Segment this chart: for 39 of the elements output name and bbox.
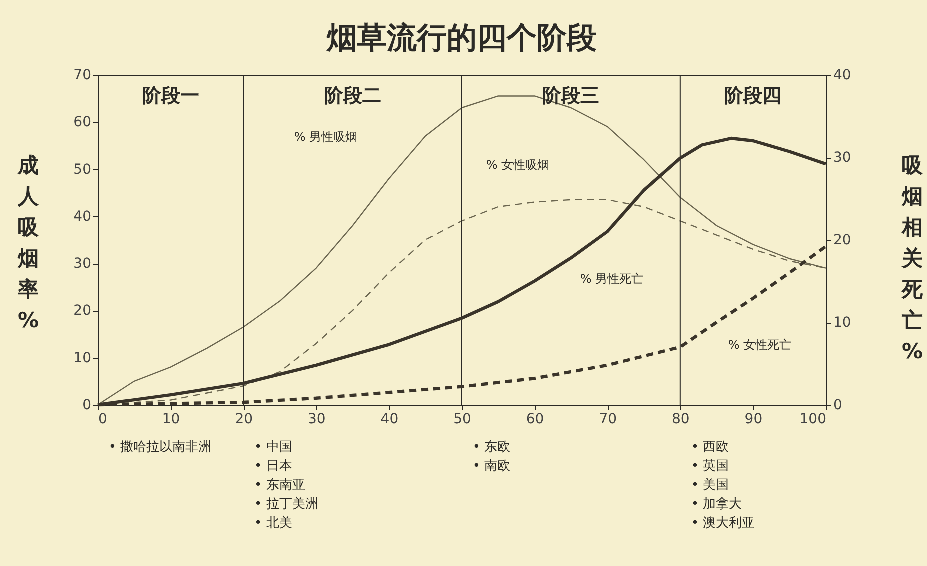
y2-tick-label: 40: [834, 68, 852, 84]
text: • 西欧 • 英国 • 美国 • 加拿大 • 澳大利亚: [691, 440, 756, 531]
x-tick-label: 100: [800, 412, 826, 428]
text: • 中国 • 日本 • 东南亚 • 拉丁美洲 • 北美: [254, 440, 318, 531]
y-tick-label: 40: [74, 208, 92, 225]
annotation: % 女性吸烟: [486, 158, 550, 172]
y-tick-label: 50: [74, 162, 92, 178]
y2-tick-label: 20: [834, 232, 852, 248]
y2-axis-title: 吸烟相关死亡%: [901, 154, 924, 364]
x-tick-label: 0: [98, 412, 108, 428]
annotation: 阶段四: [724, 85, 782, 107]
x-tick-label: 60: [526, 412, 544, 428]
y-tick-label: 30: [74, 256, 92, 272]
x-tick-label: 70: [599, 412, 618, 428]
y-tick-label: 0: [82, 398, 92, 414]
x-tick-label: 40: [380, 412, 399, 428]
x-tick-label: 20: [235, 412, 254, 428]
y2-tick-label: 10: [834, 315, 852, 331]
annotation: 阶段三: [542, 85, 600, 107]
text: • 东欧 • 南欧: [472, 440, 511, 474]
x-tick-label: 90: [744, 412, 763, 428]
chart-title: 烟草流行的四个阶段: [326, 21, 597, 56]
y-axis-title: 成人吸烟率%: [17, 154, 40, 332]
annotation: 阶段一: [142, 85, 200, 107]
y-tick-label: 60: [74, 114, 92, 131]
x-tick-label: 80: [672, 412, 690, 428]
y-tick-label: 20: [74, 303, 92, 320]
x-tick-label: 10: [162, 412, 180, 428]
y-tick-label: 70: [74, 68, 92, 84]
x-tick-label: 50: [454, 412, 472, 428]
annotation: 阶段二: [324, 85, 382, 107]
annotation: % 男性吸烟: [294, 130, 358, 144]
y-tick-label: 10: [74, 350, 92, 366]
x-tick-label: 30: [308, 412, 326, 428]
text: • 撒哈拉以南非洲: [108, 440, 212, 455]
annotation: % 男性死亡: [580, 272, 644, 286]
y2-tick-label: 0: [834, 398, 842, 414]
y2-tick-label: 30: [834, 150, 852, 166]
annotation: % 女性死亡: [728, 338, 792, 352]
